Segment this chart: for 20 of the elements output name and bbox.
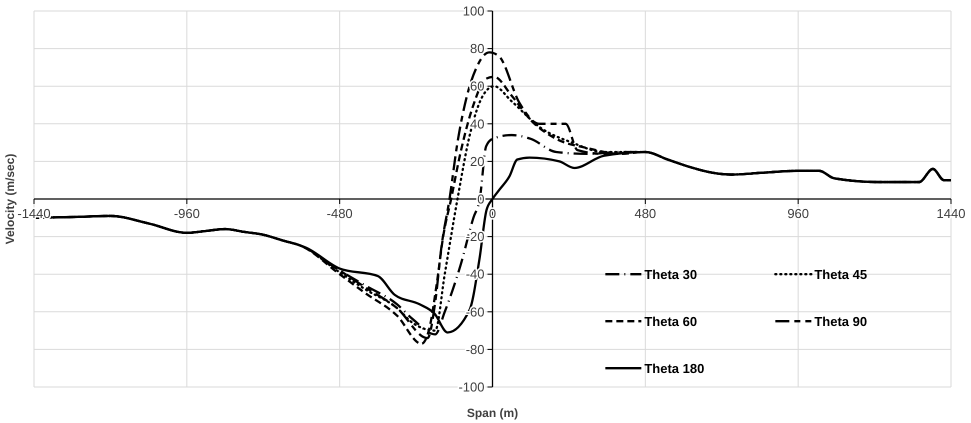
legend-label: Theta 45	[814, 267, 868, 282]
x-tick-label: -1440	[17, 206, 51, 221]
y-tick-label: -80	[466, 342, 484, 357]
y-tick-label: -100	[458, 380, 484, 394]
legend-label: Theta 180	[644, 361, 704, 376]
y-tick-label: 80	[470, 41, 484, 56]
x-tick-label: -480	[326, 206, 353, 221]
legend-label: Theta 90	[814, 314, 868, 330]
y-tick-label: 40	[470, 116, 484, 132]
x-tick-label: -960	[174, 206, 200, 221]
legend-label: Theta 60	[644, 314, 698, 330]
x-tick-label: 960	[787, 206, 810, 221]
y-tick-label: 60	[470, 78, 484, 94]
x-tick-label: 1440	[936, 206, 966, 221]
y-axis-title: Velocity (m/sec)	[3, 154, 17, 244]
x-tick-label: 480	[634, 206, 656, 221]
legend-label: Theta 30	[644, 267, 698, 282]
y-tick-label: 20	[470, 154, 484, 169]
y-tick-label: 100	[462, 4, 484, 18]
x-axis-title: Span (m)	[466, 406, 518, 420]
